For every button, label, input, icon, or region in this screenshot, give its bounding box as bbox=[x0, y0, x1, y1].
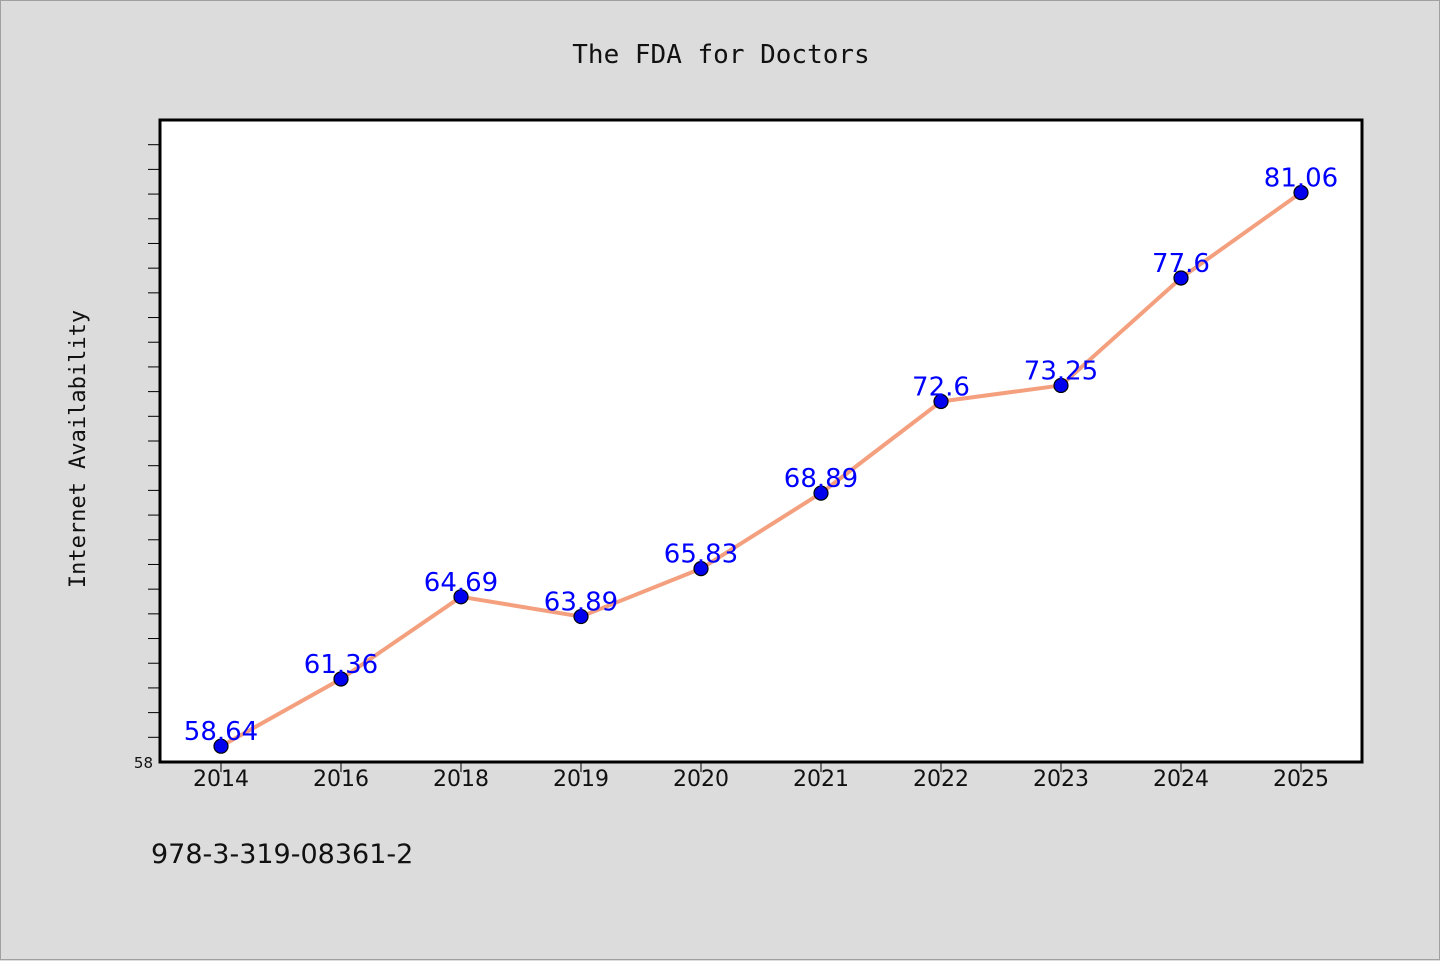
x-tick-label: 2014 bbox=[193, 767, 249, 792]
series-line bbox=[220, 190, 1303, 748]
data-label: 77.6 bbox=[1152, 249, 1210, 279]
data-point bbox=[333, 671, 349, 687]
data-point bbox=[693, 561, 709, 577]
data-point bbox=[453, 589, 469, 605]
data-point bbox=[1173, 270, 1189, 286]
data-labels: 58.64 61.36 64.69 63.89 65.83 68.89 72.6 73.25 7… bbox=[184, 164, 1338, 748]
data-label: 65.83 bbox=[664, 540, 738, 570]
data-label: 64.69 bbox=[424, 568, 498, 598]
data-label: 68.89 bbox=[784, 464, 858, 494]
data-label: 58.64 bbox=[184, 717, 258, 747]
y-axis-label: Internet Availability bbox=[66, 310, 91, 588]
x-tick-label: 2021 bbox=[793, 767, 849, 792]
x-tick-label: 2023 bbox=[1033, 767, 1089, 792]
data-label: 73.25 bbox=[1024, 356, 1098, 386]
x-tick-label: 2019 bbox=[553, 767, 609, 792]
x-tick-label: 2022 bbox=[913, 767, 969, 792]
data-point bbox=[933, 393, 949, 410]
data-label: 63.89 bbox=[544, 588, 618, 618]
footer-code: 978-3-319-08361-2 bbox=[151, 839, 413, 870]
x-tick-label: 2018 bbox=[433, 767, 489, 792]
data-point bbox=[573, 608, 589, 625]
data-label: 61.36 bbox=[304, 650, 378, 680]
data-label: 72.6 bbox=[912, 372, 970, 402]
x-tick-label: 2016 bbox=[313, 767, 369, 792]
x-tick-label: 2024 bbox=[1153, 767, 1209, 792]
data-point bbox=[813, 485, 829, 501]
y-tick-label: 58 bbox=[134, 754, 153, 772]
chart-title: The FDA for Doctors bbox=[572, 40, 869, 70]
series-line-group bbox=[220, 190, 1303, 748]
data-point bbox=[1293, 184, 1309, 201]
plot-area bbox=[158, 118, 1364, 764]
x-tick-label: 2025 bbox=[1273, 767, 1329, 792]
x-axis-ticks: 2014 2016 2018 2019 2020 2021 2022 2023 2024 2025 bbox=[193, 762, 1329, 792]
y-axis-ticks: 58 bbox=[134, 144, 160, 772]
data-point bbox=[1053, 377, 1069, 394]
data-label: 81.06 bbox=[1264, 164, 1338, 194]
data-point bbox=[213, 738, 229, 754]
data-points bbox=[213, 184, 1309, 754]
x-tick-label: 2020 bbox=[673, 767, 729, 792]
